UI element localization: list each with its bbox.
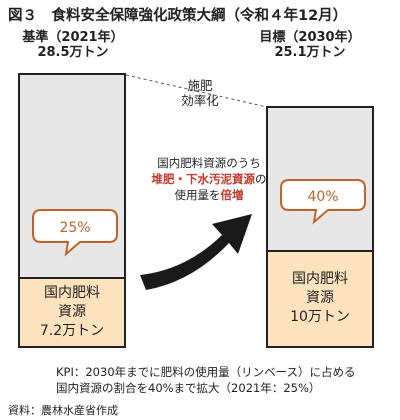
base-year-label: 基準（2021年） (22, 30, 124, 45)
share-label-target: 40% (307, 189, 338, 205)
source-note: 資料：農林水産省作成 (8, 404, 118, 417)
share-bubble-base: 25% (32, 209, 118, 257)
kpi-line2: 国内資源の割合を40%まで拡大（2021年：25%） (56, 381, 321, 395)
kpi-line1: KPI：2030年までに肥料の使用量（リンベース）に占める (56, 365, 356, 379)
middle-line2: 堆肥・下水汚泥資源の (134, 171, 284, 187)
figure-title: 図３ 食料安全保障強化政策大綱（令和４年12月） (8, 8, 348, 24)
bar-base-domestic-segment: 国内肥料 資源 7.2万トン (20, 276, 124, 346)
target-header: 目標（2030年） 25.1万トン (250, 30, 370, 60)
target-year-label: 目標（2030年） (259, 30, 361, 45)
base-domestic-line3: 7.2万トン (39, 322, 105, 339)
base-total-label: 28.5万トン (37, 45, 109, 60)
efficiency-line1: 施肥 (187, 78, 213, 93)
bar-base: 国内肥料 資源 7.2万トン (18, 73, 126, 348)
bar-target-domestic-segment: 国内肥料 資源 10万トン (268, 249, 372, 346)
middle-line3: 使用量を倍増 (134, 187, 284, 203)
middle-line1: 国内肥料資源のうち (157, 156, 261, 170)
efficiency-line2: 効率化 (181, 93, 219, 108)
middle-line3-highlight: 倍増 (220, 188, 244, 202)
target-domestic-line1: 国内肥料 (292, 271, 348, 288)
efficiency-note: 施肥 効率化 (160, 78, 240, 108)
base-header: 基準（2021年） 28.5万トン (18, 30, 128, 60)
increase-arrow (140, 214, 252, 290)
target-total-label: 25.1万トン (274, 45, 346, 60)
share-bubble-target: 40% (280, 179, 366, 225)
kpi-note: KPI：2030年までに肥料の使用量（リンベース）に占める 国内資源の割合を40… (56, 364, 356, 396)
middle-after-highlight: の (255, 172, 267, 186)
target-domestic-line2: 資源 (306, 290, 334, 307)
target-domestic-line3: 10万トン (290, 309, 350, 326)
middle-highlight: 堆肥・下水汚泥資源 (151, 172, 256, 186)
middle-annotation: 国内肥料資源のうち 堆肥・下水汚泥資源の 使用量を倍増 (134, 155, 284, 203)
base-domestic-line2: 資源 (58, 303, 86, 320)
base-domestic-line1: 国内肥料 (44, 284, 100, 301)
share-label-base: 25% (59, 220, 90, 236)
middle-line3-pre: 使用量を (174, 188, 221, 202)
